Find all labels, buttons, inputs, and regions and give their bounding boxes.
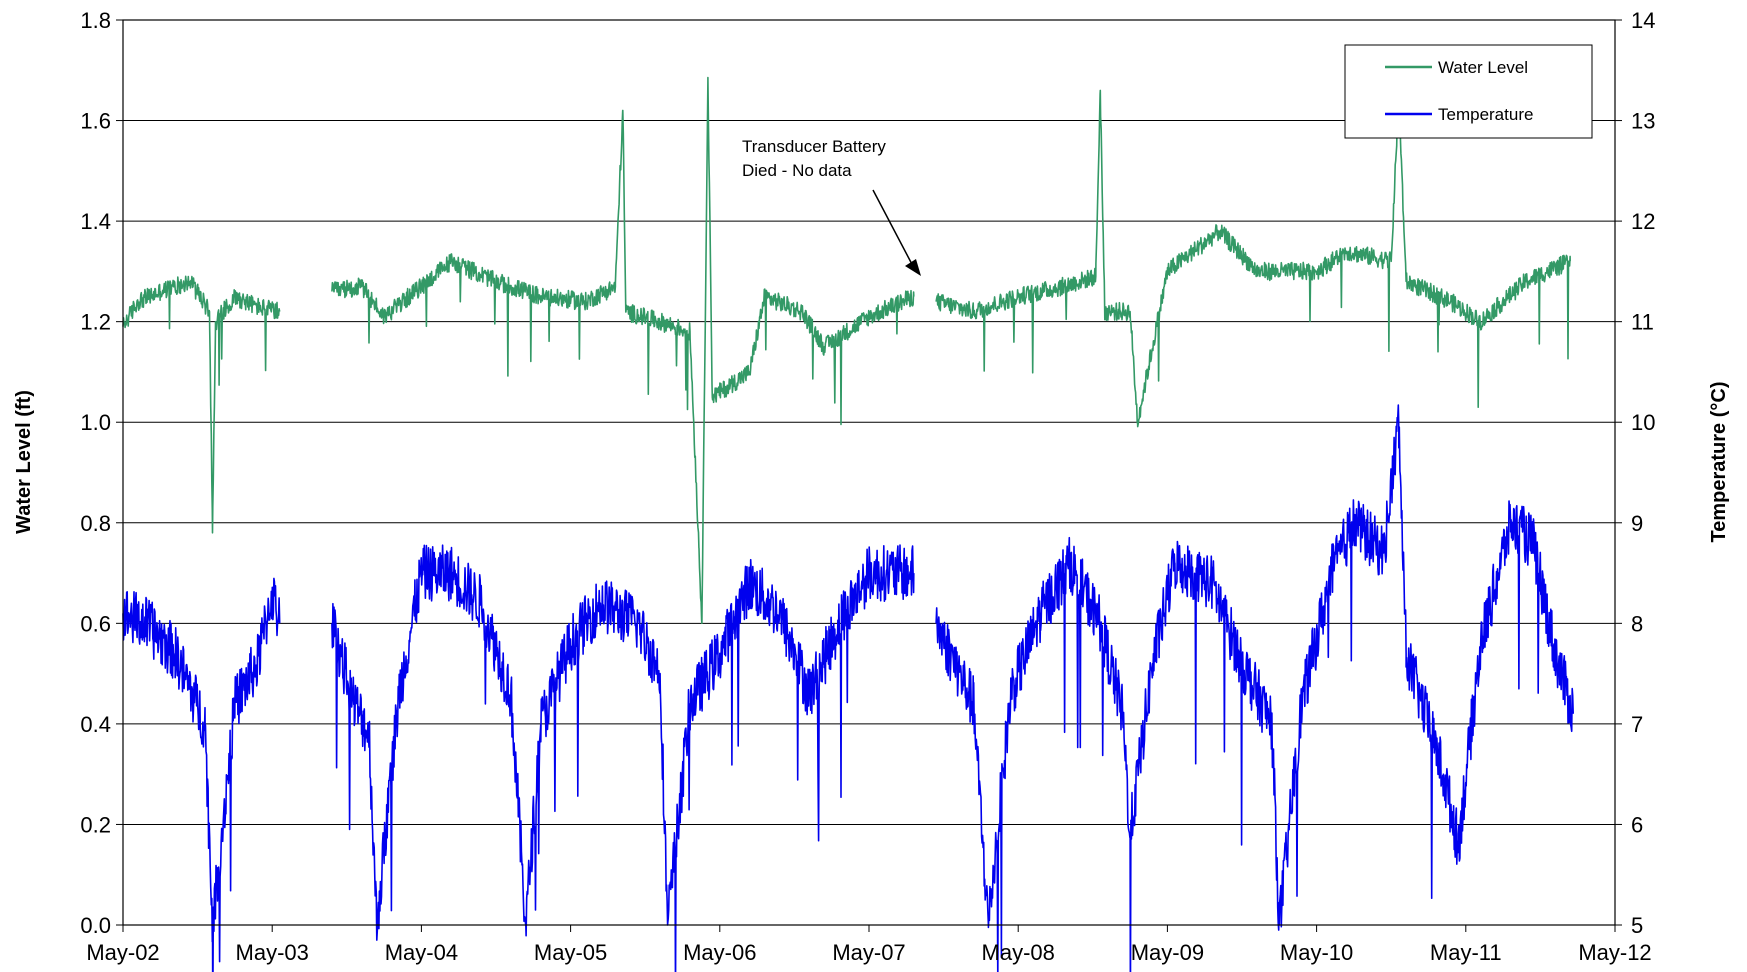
series-line-temperature-segment-3: [935, 404, 1574, 972]
annotation-line-1: Transducer Battery: [742, 137, 886, 156]
y-right-axis-title: Temperature (°C): [1708, 382, 1730, 543]
y-left-tick-label: 1.8: [80, 8, 111, 33]
series-line-water-level-segment-1: [122, 275, 281, 534]
y-right-tick-label: 13: [1631, 109, 1655, 134]
y-left-tick-label: 1.6: [80, 109, 111, 134]
y-left-tick-label: 1.0: [80, 410, 111, 435]
y-right-tick-label: 12: [1631, 209, 1655, 234]
x-tick-label: May-04: [385, 940, 458, 965]
legend-box: [1344, 44, 1593, 139]
legend: Water Level Temperature: [1344, 44, 1593, 139]
y-left-axis-title: Water Level (ft): [13, 390, 35, 534]
annotation-line-2: Died - No data: [742, 161, 852, 180]
x-tick-label: May-05: [534, 940, 607, 965]
y-right-tick-label: 8: [1631, 611, 1643, 636]
x-tick-label: May-10: [1280, 940, 1353, 965]
y-left-tick-label: 0.8: [80, 511, 111, 536]
series-layer: [122, 76, 1574, 972]
y-right-tick-label: 6: [1631, 812, 1643, 837]
axes: 0.0 0.2 0.4 0.6 0.8 1.0 1.2 1.4 1.6 1.8 5 6 7 8 9 10 11 1…: [80, 8, 1655, 965]
y-right-tick-label: 11: [1631, 310, 1654, 335]
series-line-water-level-segment-2: [331, 76, 915, 625]
series-line-temperature-segment-1: [122, 577, 281, 972]
series-line-water-level-segment-3: [935, 89, 1571, 428]
y-left-tick-label: 0.0: [80, 913, 111, 938]
annotation-arrow-shaft: [872, 189, 916, 271]
y-left-tick-label: 0.6: [80, 611, 111, 636]
x-tick-label: May-03: [236, 940, 309, 965]
y-right-tick-label: 10: [1631, 410, 1655, 435]
x-tick-label: May-02: [86, 940, 159, 965]
y-left-tick-label: 1.4: [80, 209, 111, 234]
x-tick-label: May-06: [683, 940, 756, 965]
legend-label-water-level: Water Level: [1438, 58, 1528, 77]
y-right-tick-label: 7: [1631, 712, 1643, 737]
x-tick-label: May-07: [832, 940, 905, 965]
y-right-tick-label: 9: [1631, 511, 1643, 536]
x-tick-label: May-08: [982, 940, 1055, 965]
x-tick-label: May-12: [1578, 940, 1651, 965]
annotation: Transducer Battery Died - No data: [742, 137, 921, 276]
y-left-tick-label: 0.4: [80, 712, 111, 737]
legend-label-temperature: Temperature: [1438, 105, 1533, 124]
y-right-tick-label: 5: [1631, 913, 1643, 938]
y-left-tick-label: 1.2: [80, 310, 111, 335]
annotation-arrow-head: [905, 259, 921, 276]
y-right-tick-label: 14: [1631, 8, 1655, 33]
y-left-tick-label: 0.2: [80, 812, 111, 837]
series-line-temperature-segment-2: [331, 544, 915, 972]
x-tick-label: May-09: [1131, 940, 1204, 965]
x-tick-label: May-11: [1430, 940, 1502, 965]
